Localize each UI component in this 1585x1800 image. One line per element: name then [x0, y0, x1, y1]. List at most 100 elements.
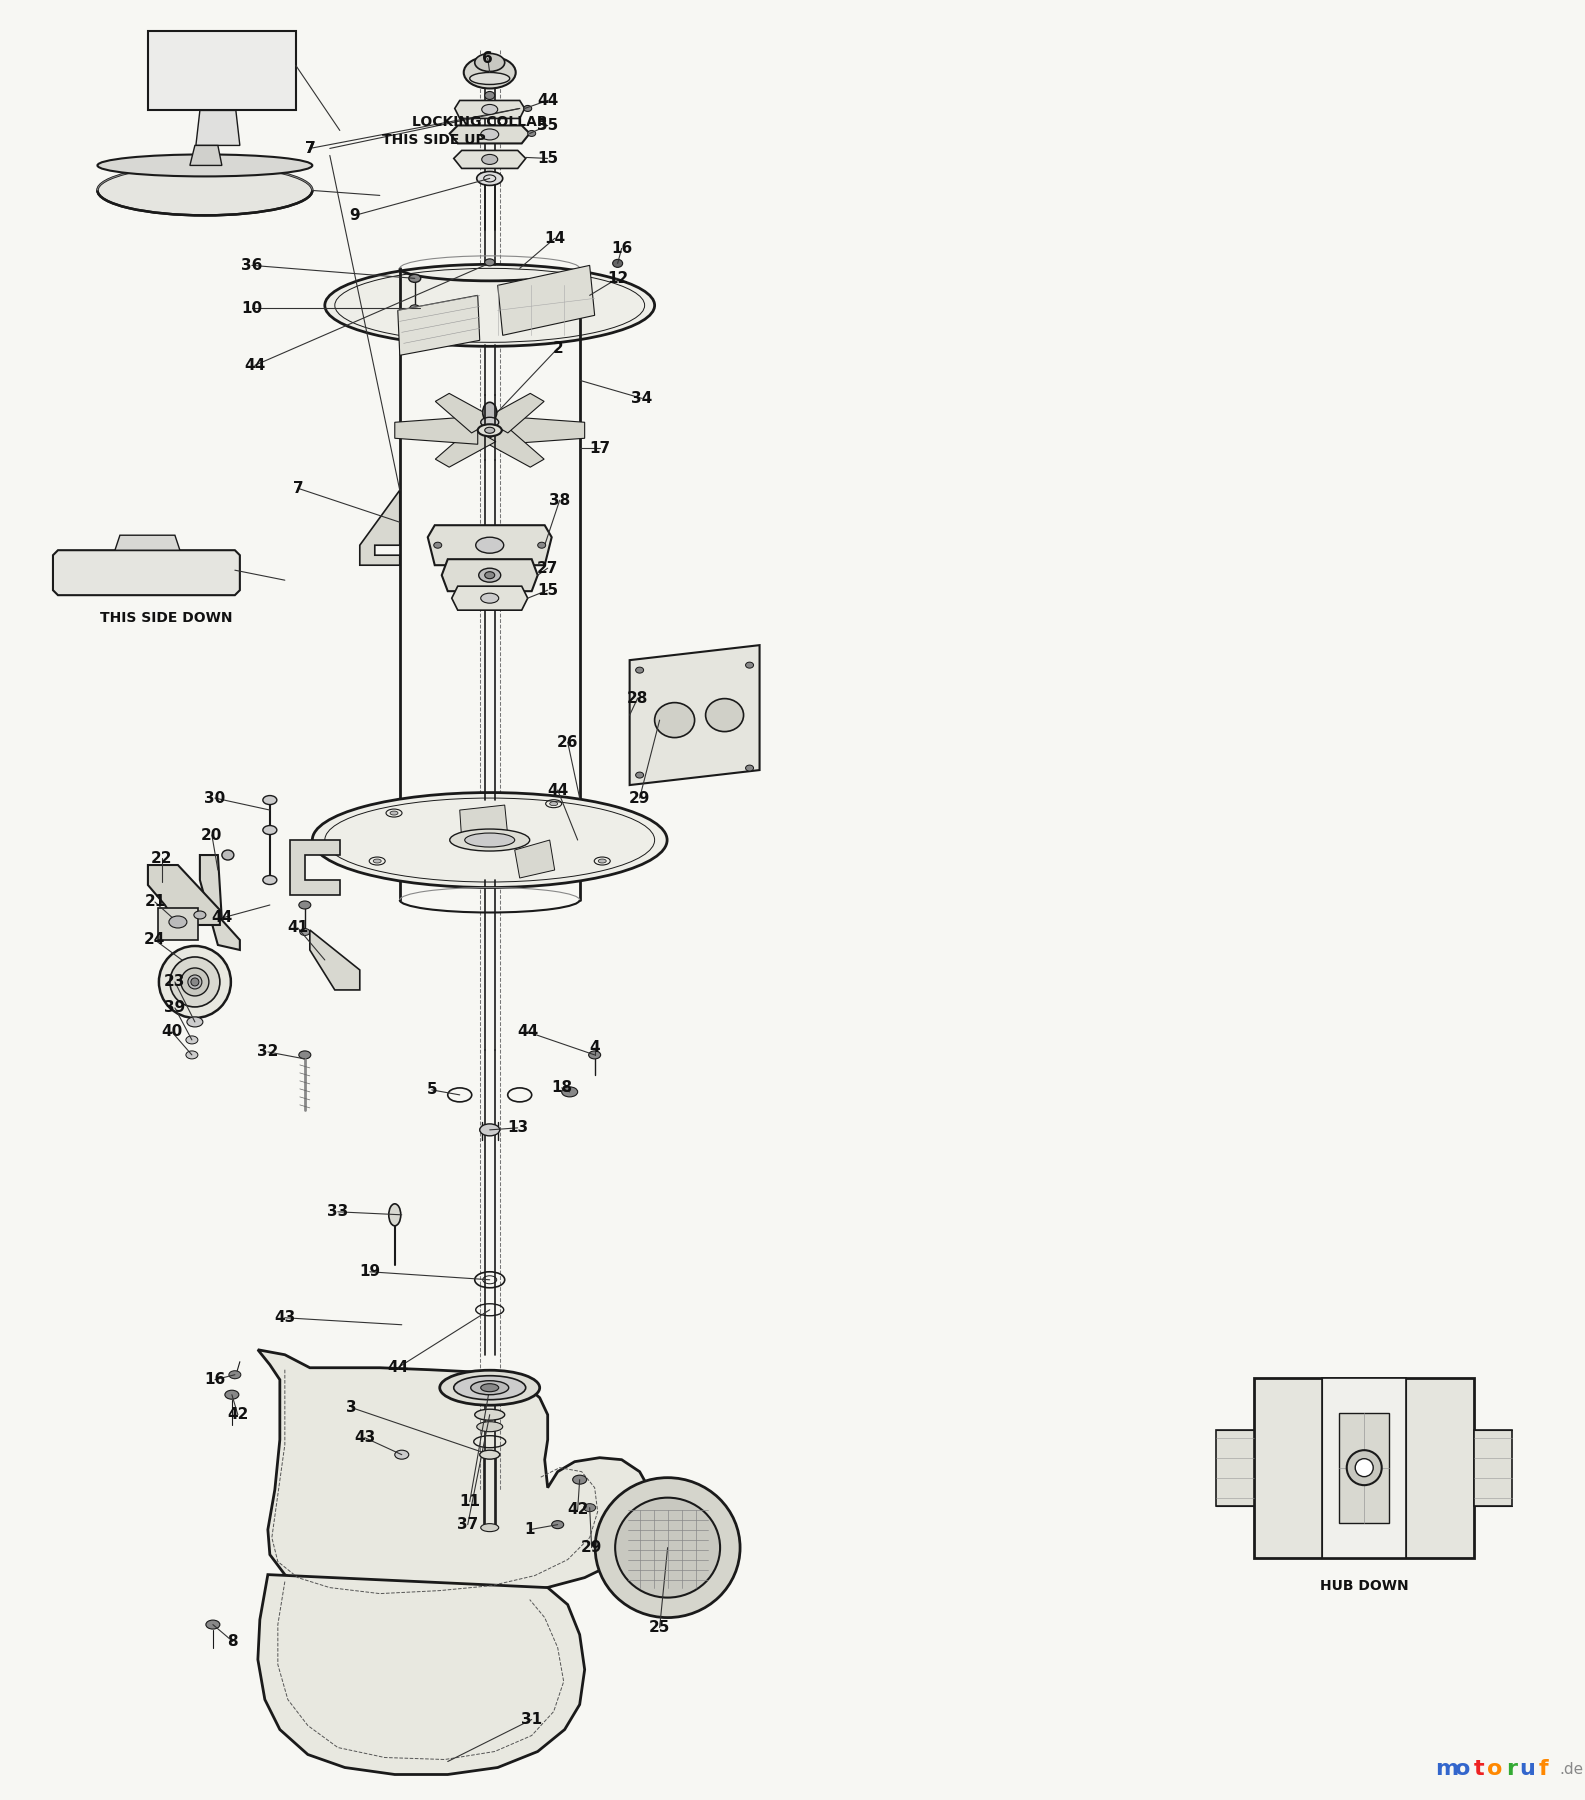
- Text: o: o: [1487, 1759, 1503, 1780]
- Ellipse shape: [263, 796, 277, 805]
- Text: 10: 10: [241, 301, 263, 315]
- Ellipse shape: [745, 765, 753, 770]
- Polygon shape: [395, 416, 477, 445]
- Ellipse shape: [550, 801, 558, 806]
- Text: 27: 27: [537, 560, 558, 576]
- Polygon shape: [436, 428, 496, 468]
- Ellipse shape: [705, 698, 743, 731]
- Ellipse shape: [263, 826, 277, 835]
- Text: 14: 14: [544, 230, 566, 247]
- Ellipse shape: [480, 1523, 499, 1532]
- Polygon shape: [452, 587, 528, 610]
- Ellipse shape: [485, 259, 495, 266]
- Ellipse shape: [561, 1087, 577, 1096]
- Text: .de: .de: [1560, 1762, 1583, 1777]
- Ellipse shape: [594, 1478, 740, 1618]
- Ellipse shape: [471, 1381, 509, 1395]
- Bar: [147, 31, 296, 110]
- Ellipse shape: [464, 56, 515, 88]
- Ellipse shape: [655, 702, 694, 738]
- Ellipse shape: [439, 1370, 539, 1406]
- Text: 30: 30: [204, 790, 225, 806]
- Ellipse shape: [476, 1409, 504, 1420]
- Text: 7: 7: [304, 140, 315, 157]
- Ellipse shape: [390, 812, 398, 815]
- Polygon shape: [147, 866, 220, 925]
- Ellipse shape: [1355, 1458, 1373, 1476]
- Text: 25: 25: [648, 1620, 670, 1634]
- Ellipse shape: [636, 668, 644, 673]
- Polygon shape: [428, 526, 552, 565]
- Ellipse shape: [477, 171, 502, 185]
- Ellipse shape: [636, 772, 644, 778]
- Polygon shape: [258, 1575, 585, 1775]
- Ellipse shape: [482, 155, 498, 164]
- Ellipse shape: [181, 968, 209, 995]
- Ellipse shape: [485, 92, 495, 99]
- Polygon shape: [436, 394, 496, 434]
- Bar: [1254, 1377, 1474, 1557]
- Polygon shape: [197, 110, 239, 146]
- Text: 31: 31: [521, 1712, 542, 1726]
- Text: 13: 13: [507, 1120, 528, 1136]
- Bar: [158, 907, 198, 940]
- Text: 22: 22: [151, 851, 173, 866]
- Text: THIS SIDE UP: THIS SIDE UP: [382, 133, 485, 148]
- Ellipse shape: [469, 72, 510, 85]
- Text: 15: 15: [537, 151, 558, 166]
- Text: 19: 19: [360, 1264, 380, 1280]
- Text: 42: 42: [227, 1408, 249, 1422]
- Text: 11: 11: [460, 1494, 480, 1508]
- Text: m: m: [1436, 1759, 1458, 1780]
- Text: 20: 20: [201, 828, 222, 842]
- Ellipse shape: [480, 130, 499, 140]
- Ellipse shape: [312, 792, 667, 887]
- Text: 15: 15: [537, 583, 558, 598]
- Polygon shape: [398, 295, 480, 355]
- Text: 32: 32: [257, 1044, 279, 1060]
- Text: 33: 33: [327, 1204, 349, 1219]
- Text: 37: 37: [456, 1517, 479, 1532]
- Ellipse shape: [97, 155, 312, 176]
- Ellipse shape: [477, 1422, 502, 1431]
- Ellipse shape: [482, 104, 498, 115]
- Text: THIS SIDE DOWN: THIS SIDE DOWN: [100, 612, 233, 625]
- Ellipse shape: [480, 594, 499, 603]
- Text: 18: 18: [552, 1080, 572, 1096]
- Text: 39: 39: [165, 1001, 185, 1015]
- Polygon shape: [442, 560, 537, 590]
- Text: 17: 17: [590, 441, 610, 455]
- Ellipse shape: [185, 1051, 198, 1058]
- Ellipse shape: [187, 1017, 203, 1028]
- Ellipse shape: [552, 1521, 564, 1528]
- Ellipse shape: [479, 569, 501, 581]
- Ellipse shape: [206, 1620, 220, 1629]
- Polygon shape: [460, 805, 507, 841]
- Text: LOCKING COLLAR: LOCKING COLLAR: [412, 115, 547, 130]
- Ellipse shape: [613, 259, 623, 268]
- Text: 1: 1: [525, 1523, 536, 1537]
- Text: 5: 5: [426, 1082, 437, 1098]
- Text: 34: 34: [631, 391, 653, 405]
- Ellipse shape: [537, 542, 545, 549]
- Ellipse shape: [170, 916, 187, 929]
- Polygon shape: [629, 644, 759, 785]
- Ellipse shape: [411, 304, 420, 311]
- Polygon shape: [116, 535, 179, 551]
- Text: f: f: [1539, 1759, 1549, 1780]
- Text: 2: 2: [552, 340, 563, 356]
- Text: 44: 44: [211, 911, 233, 925]
- Ellipse shape: [228, 1372, 241, 1379]
- Text: 41: 41: [287, 920, 309, 936]
- Text: 28: 28: [628, 691, 648, 706]
- Text: 44: 44: [537, 94, 558, 108]
- Text: 21: 21: [144, 895, 165, 909]
- Ellipse shape: [325, 265, 655, 346]
- Ellipse shape: [334, 268, 645, 342]
- Polygon shape: [515, 841, 555, 878]
- Ellipse shape: [453, 1375, 526, 1400]
- Text: 44: 44: [547, 783, 569, 797]
- Ellipse shape: [464, 833, 515, 848]
- Ellipse shape: [325, 797, 655, 882]
- Text: 38: 38: [548, 493, 571, 508]
